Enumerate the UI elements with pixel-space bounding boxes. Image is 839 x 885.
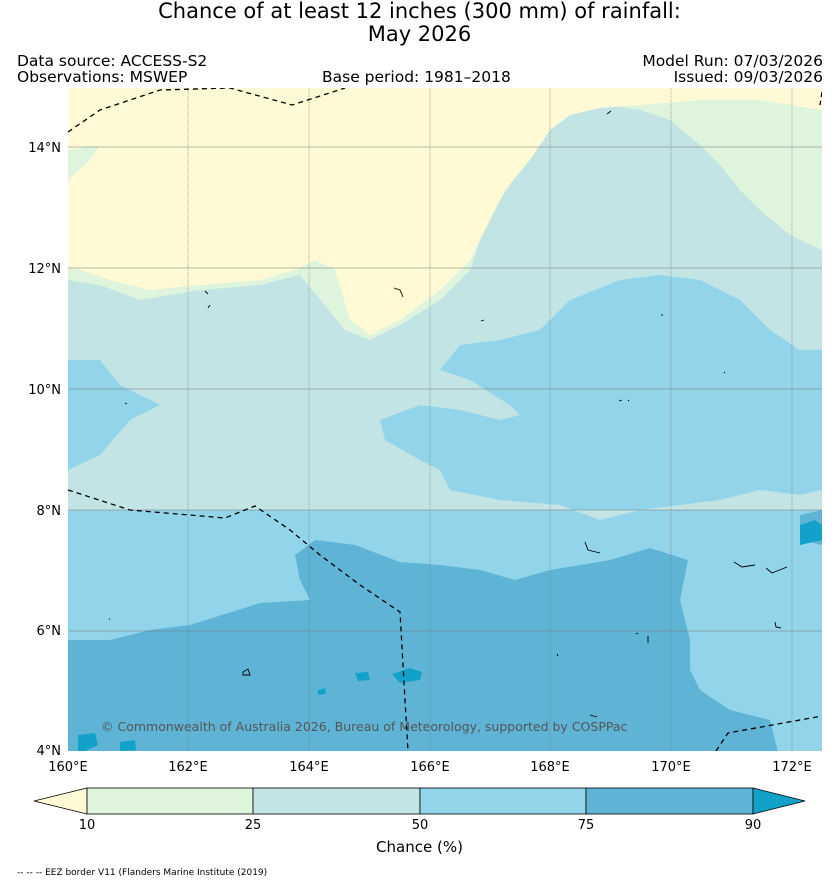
islands	[109, 110, 788, 718]
lat-tick-labels: 4°N 6°N 8°N 10°N 12°N 14°N	[28, 141, 61, 759]
colorbar-tick: 10	[78, 818, 96, 833]
colorbar-tick: 90	[744, 818, 762, 833]
lat-tick-label: 14°N	[28, 141, 61, 156]
eez-borders	[68, 88, 822, 751]
chart-title: Chance of at least 12 inches (300 mm) of…	[0, 0, 839, 46]
colorbar-seg-75-90	[585, 787, 754, 815]
title-line1: Chance of at least 12 inches (300 mm) of…	[158, 0, 681, 23]
colorbar-tick: 50	[411, 818, 429, 833]
colorbar-label: Chance (%)	[376, 838, 463, 856]
graticule	[68, 88, 822, 751]
colorbar	[33, 787, 806, 815]
colorbar-seg-50-75	[419, 787, 587, 815]
eez-legend-note: -- -- -- EEZ border V11 (Flanders Marine…	[17, 868, 268, 878]
lon-tick-label: 166°E	[410, 760, 450, 775]
issued-text: Issued: 09/03/2026	[673, 68, 823, 86]
colorbar-seg-25-50	[252, 787, 421, 815]
lat-tick-label: 10°N	[28, 383, 61, 398]
map-plot-area: © Commonwealth of Australia 2026, Bureau…	[68, 88, 822, 751]
model-run-text: Model Run: 07/03/2026	[642, 52, 823, 70]
lon-tick-label: 168°E	[530, 760, 570, 775]
data-source-text: Data source: ACCESS-S2	[17, 52, 208, 70]
lat-tick-label: 12°N	[28, 262, 61, 277]
colorbar-seg-below-10	[33, 787, 88, 815]
observations-text: Observations: MSWEP	[17, 68, 188, 86]
base-period-text: Base period: 1981–2018	[322, 68, 511, 86]
lat-tick-label: 4°N	[37, 744, 62, 759]
band-below-10	[68, 88, 822, 335]
lon-tick-label: 172°E	[772, 760, 812, 775]
colorbar-tick: 75	[577, 818, 595, 833]
colorbar-seg-10-25	[86, 787, 254, 815]
colorbar-tick: 25	[244, 818, 262, 833]
lon-tick-label: 170°E	[651, 760, 691, 775]
title-line2: May 2026	[367, 22, 472, 46]
lon-tick-label: 160°E	[48, 760, 88, 775]
lon-tick-label: 164°E	[289, 760, 329, 775]
lon-tick-labels: 160°E 162°E 164°E 166°E 168°E 170°E 172°…	[48, 760, 812, 775]
lat-tick-label: 8°N	[37, 504, 62, 519]
lon-tick-label: 162°E	[168, 760, 208, 775]
copyright-text: © Commonwealth of Australia 2026, Bureau…	[101, 719, 627, 734]
lat-tick-label: 6°N	[37, 624, 62, 639]
colorbar-seg-above-90	[752, 787, 806, 815]
